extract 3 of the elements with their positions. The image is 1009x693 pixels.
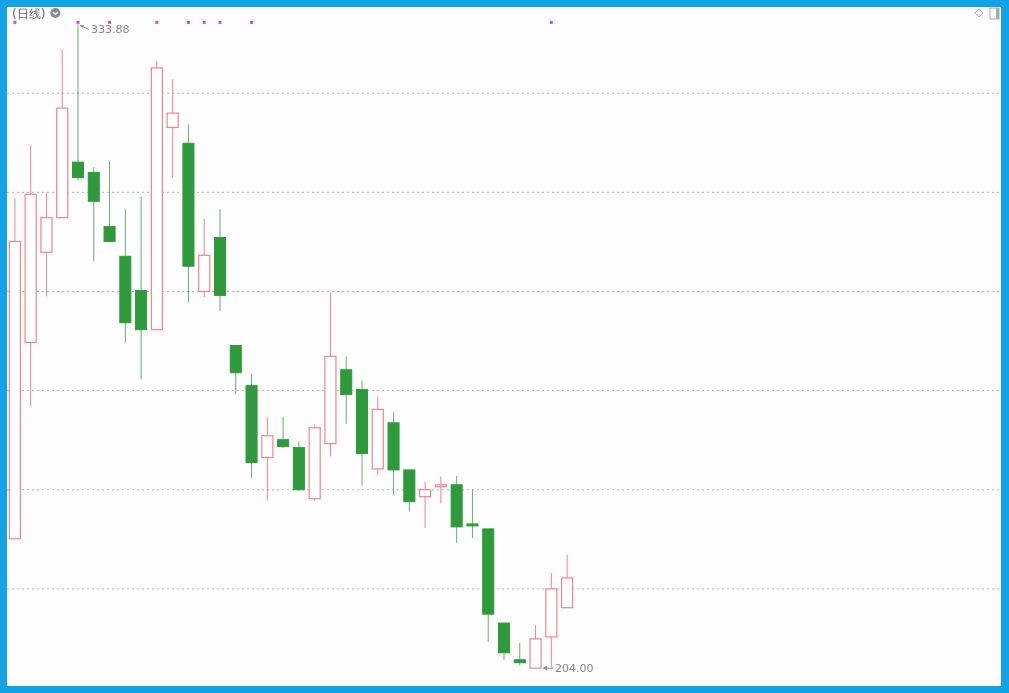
annotation: 333.88 xyxy=(91,23,130,37)
annotation: 204.00 xyxy=(555,662,594,676)
chart-title: (日线) xyxy=(12,7,46,21)
